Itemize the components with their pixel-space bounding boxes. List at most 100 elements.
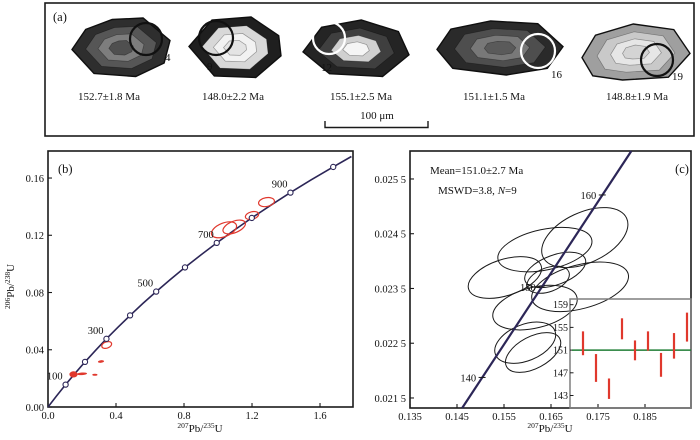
spot-number-label: 12 xyxy=(321,62,332,74)
concordia-age-label: 160 xyxy=(581,191,597,202)
analysis-spot-circle xyxy=(128,21,164,57)
data-ellipse-filled xyxy=(92,373,98,376)
zircon-grain: 16 151.1±1.5 Ma xyxy=(436,20,564,103)
error-ellipse xyxy=(541,207,629,269)
concordia-age-marker xyxy=(287,189,294,196)
zircon-grain: 12 155.1±2.5 Ma xyxy=(302,19,410,103)
concordia-age-marker xyxy=(103,335,110,342)
concordia-age-marker xyxy=(330,163,337,171)
panel-b-axes: 0.0 0.4 0.8 1.2 1.6 0.00 0.04 0.08 0.12 0.16 xyxy=(26,174,327,422)
spot-number-label: 16 xyxy=(551,69,563,81)
panel-a-border xyxy=(44,2,695,137)
x-tick-label: 0.175 xyxy=(586,412,610,423)
y-tick-label: 0.023 5 xyxy=(375,284,407,295)
concordia-age-label: 140 xyxy=(460,373,476,384)
mean-age-annotation: Mean=151.0±2.7 Ma xyxy=(430,165,523,177)
analysis-spot-circle xyxy=(311,20,347,56)
error-ellipse xyxy=(494,321,557,364)
panel-b-plot-content: 100 300 500 700 900 xyxy=(47,155,352,408)
concordia-age-label: 100 xyxy=(47,372,63,383)
panel-b-border xyxy=(47,150,354,408)
grain-zoning xyxy=(483,40,517,56)
x-tick-label: 0.0 xyxy=(41,411,54,422)
concordia-age-label: 150 xyxy=(520,283,536,294)
error-ellipse xyxy=(467,256,543,299)
error-ellipse xyxy=(526,265,570,294)
scale-bar-bracket xyxy=(324,121,429,129)
spot-number-label: 4 xyxy=(165,52,171,64)
analysis-spot-circle xyxy=(197,19,235,57)
concordia-age-label: 300 xyxy=(88,326,104,337)
x-tick-label: 0.165 xyxy=(539,412,563,423)
error-ellipse xyxy=(497,226,593,273)
panel-c-concordia-zoom: (c) Mean=151.0±2.7 Ma MSWD=3.8, N=9 0.13… xyxy=(375,150,692,435)
grain-age-label: 155.1±2.5 Ma xyxy=(330,91,392,103)
concordia-age-marker xyxy=(248,214,255,222)
concordia-age-marker xyxy=(62,381,69,388)
inset-y-tick-label: 155 xyxy=(553,323,568,334)
x-tick-label: 0.135 xyxy=(398,412,422,423)
grain-age-label: 151.1±1.5 Ma xyxy=(463,91,525,103)
concordia-age-label: 700 xyxy=(198,230,214,241)
error-ellipse xyxy=(531,261,630,313)
weighted-mean-inset: 143 147 151 155 159 xyxy=(553,298,692,409)
error-ellipse xyxy=(524,251,587,289)
y-tick-label: 0.024 5 xyxy=(375,230,407,241)
spot-number-label: 19 xyxy=(672,71,684,83)
panel-a-label: (a) xyxy=(53,10,67,24)
data-ellipse-open xyxy=(101,341,113,349)
concordia-age-marker xyxy=(213,239,220,247)
scale-bar-label: 100 μm xyxy=(360,110,394,122)
x-tick-label: 0.4 xyxy=(109,411,123,422)
concordia-curve xyxy=(47,155,352,408)
zircon-grains: 4 152.7±1.8 Ma 9 148.0±2.2 Ma 12 155.1±2.5 Ma… xyxy=(71,16,691,103)
mswd-annotation: MSWD=3.8, N=9 xyxy=(438,185,517,197)
panel-b-concordia: (b) 0.0 0.4 0.8 1.2 1.60.000.040.080.120.16 … xyxy=(3,150,354,435)
panel-c-label: (c) xyxy=(675,162,689,176)
data-ellipse-open xyxy=(222,219,247,235)
y-tick-label: 0.021 5 xyxy=(375,394,407,405)
x-tick-label: 1.2 xyxy=(245,411,258,422)
grain-zoning xyxy=(223,39,247,56)
error-ellipse xyxy=(504,332,562,373)
concordia-age-marker xyxy=(181,264,189,271)
zircon-grain: 9 148.0±2.2 Ma xyxy=(188,16,282,103)
panel-b-label: (b) xyxy=(58,162,73,176)
inset-y-tick-label: 143 xyxy=(553,391,568,402)
analysis-spot-circle xyxy=(519,32,557,70)
grain-age-label: 152.7±1.8 Ma xyxy=(78,91,140,103)
data-ellipse-open xyxy=(210,221,238,239)
y-tick-label: 0.12 xyxy=(26,231,44,242)
scale-bar: 100 μm xyxy=(324,110,429,129)
zircon-grain: 4 152.7±1.8 Ma xyxy=(71,17,171,103)
panel-c-x-axis-title: 207Pb/235U xyxy=(527,421,572,435)
x-tick-label: 1.6 xyxy=(313,411,326,422)
x-tick-label: 0.145 xyxy=(445,412,469,423)
inset-y-tick-label: 151 xyxy=(553,346,568,357)
inset-y-tick-label: 159 xyxy=(553,300,568,311)
panel-a-cl-images: (a) 4 152.7±1.8 Ma 9 148.0±2.2 Ma 12 155.1±2.… xyxy=(44,2,695,137)
concordia-age-label: 500 xyxy=(137,279,153,290)
grain-zoning xyxy=(342,41,370,57)
y-tick-label: 0.08 xyxy=(26,288,44,299)
y-tick-label: 0.04 xyxy=(26,346,45,357)
data-ellipse-filled xyxy=(76,372,88,376)
grain-age-label: 148.0±2.2 Ma xyxy=(202,91,264,103)
zircon-grain: 19 148.8±1.9 Ma xyxy=(581,23,691,103)
panel-c-plot-content: 140 150 160 xyxy=(460,150,633,409)
data-ellipse-filled xyxy=(69,371,78,378)
spot-number-label: 9 xyxy=(207,61,213,73)
y-tick-label: 0.022 5 xyxy=(375,339,407,350)
y-tick-label: 0.16 xyxy=(26,174,44,185)
y-tick-label: 0.025 5 xyxy=(375,175,407,186)
x-tick-label: 0.155 xyxy=(492,412,516,423)
analysis-spot-circle xyxy=(639,42,675,78)
y-tick-label: 0.00 xyxy=(26,403,44,414)
concordia-age-marker xyxy=(153,288,160,295)
panel-b-y-axis-title: 206Pb/238U xyxy=(3,264,17,309)
panel-c-axes: 0.135 0.145 0.155 0.165 0.175 0.185 0.021 5 0.0… xyxy=(375,175,657,423)
concordia-age-marker xyxy=(126,312,134,319)
data-ellipse-open xyxy=(257,196,276,208)
